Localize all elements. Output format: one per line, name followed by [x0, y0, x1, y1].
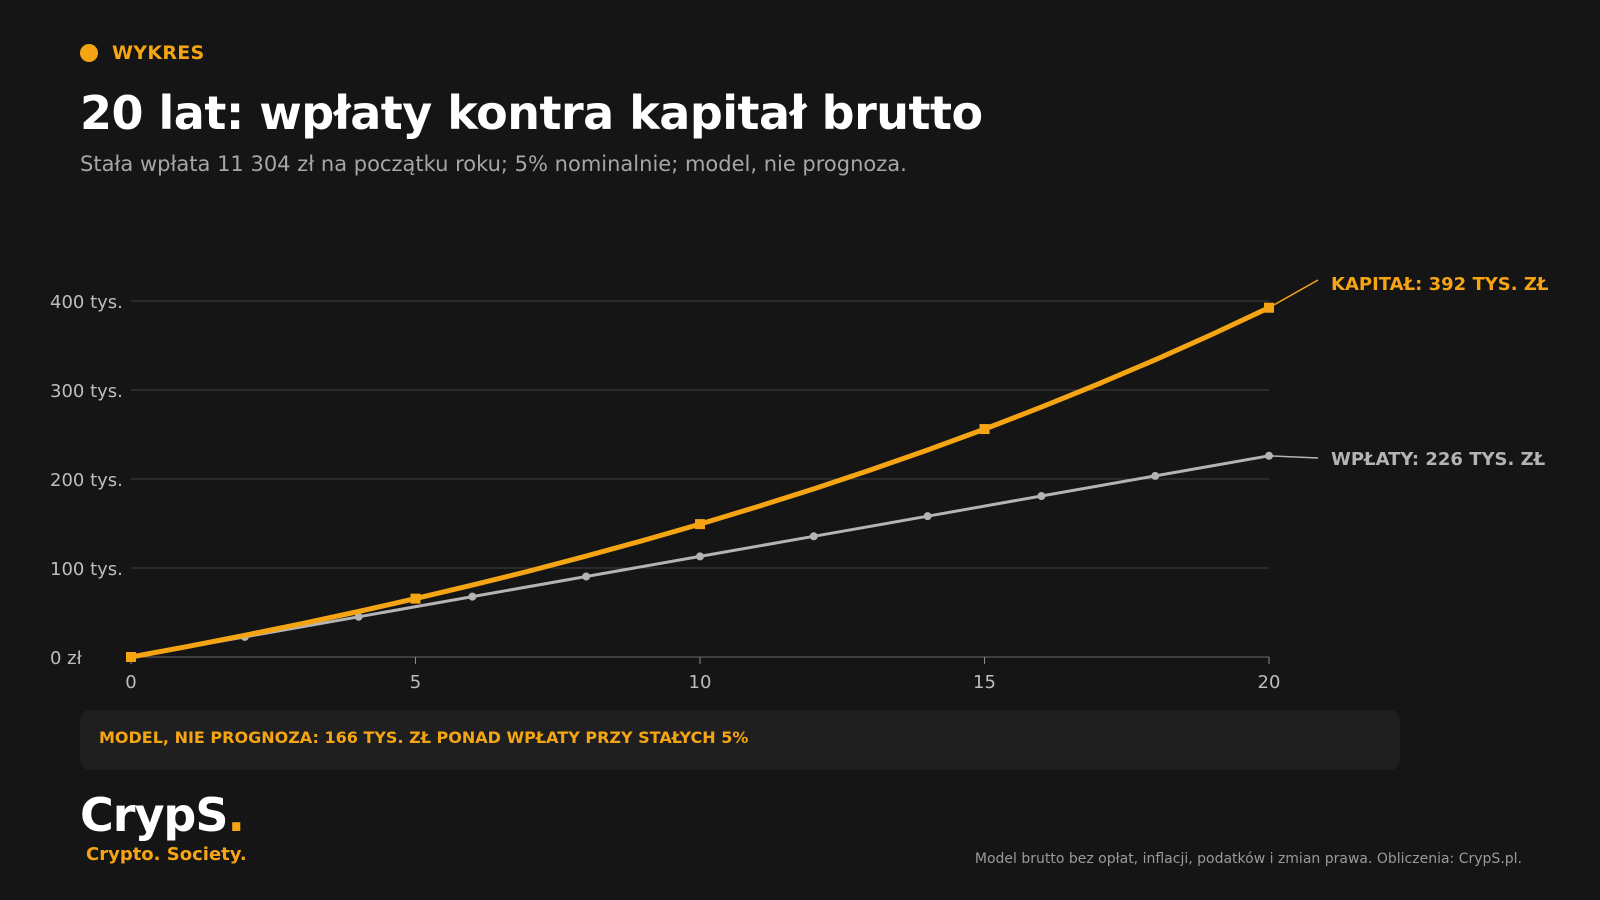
y-tick-label: 0 zł: [50, 648, 83, 669]
x-tick-label: 15: [973, 672, 996, 693]
point-wplaty: [696, 552, 704, 561]
y-tick-label: 400 tys.: [50, 292, 123, 313]
label-kapital: KAPITAŁ: 392 TYS. ZŁ: [1331, 274, 1549, 295]
series: [126, 302, 1274, 662]
label-leader-wplaty: [1268, 455, 1319, 459]
logo-name: CrypS: [80, 788, 228, 842]
point-wplaty: [354, 612, 363, 621]
point-kapital: [410, 593, 421, 604]
x-tick-label: 0: [125, 672, 136, 693]
label-leader-kapital: [1268, 279, 1319, 309]
note-box: MODEL, NIE PROGNOZA: 166 TYS. ZŁ PONAD W…: [80, 710, 1400, 770]
point-kapital: [979, 424, 990, 435]
point-kapital: [126, 652, 136, 662]
logo-tagline: Crypto. Society.: [86, 844, 247, 865]
series-line-kapital: [128, 305, 1272, 660]
point-wplaty: [1151, 471, 1160, 480]
x-tick-label: 20: [1258, 672, 1281, 693]
point-kapital: [695, 519, 705, 530]
tag-dot-icon: [80, 44, 98, 62]
point-wplaty: [1037, 492, 1046, 501]
point-wplaty: [809, 532, 818, 541]
point-wplaty: [582, 572, 591, 581]
x-tick-label: 5: [410, 672, 421, 693]
x-tick-label: 10: [689, 672, 712, 693]
y-tick-label: 300 tys.: [50, 381, 123, 402]
axes: 0 zł 100 tys. 200 tys. 300 tys. 400 tys. 0 5 10…: [50, 292, 1280, 693]
chart-tag: WYKRES: [80, 42, 205, 64]
footer-note: Model brutto bez opłat, inflacji, podatk…: [974, 851, 1522, 867]
logo: CrypS. Crypto. Society.: [80, 790, 247, 865]
grid-lines: [131, 300, 1269, 658]
y-tick-label: 100 tys.: [50, 559, 123, 580]
point-wplaty: [923, 512, 932, 521]
note-text: MODEL, NIE PROGNOZA: 166 TYS. ZŁ PONAD W…: [99, 728, 749, 747]
logo-dot: .: [227, 788, 245, 842]
page-subtitle: Stała wpłata 11 304 zł na początku roku;…: [80, 152, 907, 176]
series-labels: KAPITAŁ: 392 TYS. ZŁ WPŁATY: 226 TYS. ZŁ: [1268, 274, 1549, 470]
point-wplaty: [468, 592, 477, 601]
y-tick-label: 200 tys.: [50, 470, 123, 491]
label-wplaty: WPŁATY: 226 TYS. ZŁ: [1331, 449, 1546, 470]
page-title: 20 lat: wpłaty kontra kapitał brutto: [80, 86, 983, 140]
tag-label: WYKRES: [112, 42, 205, 64]
